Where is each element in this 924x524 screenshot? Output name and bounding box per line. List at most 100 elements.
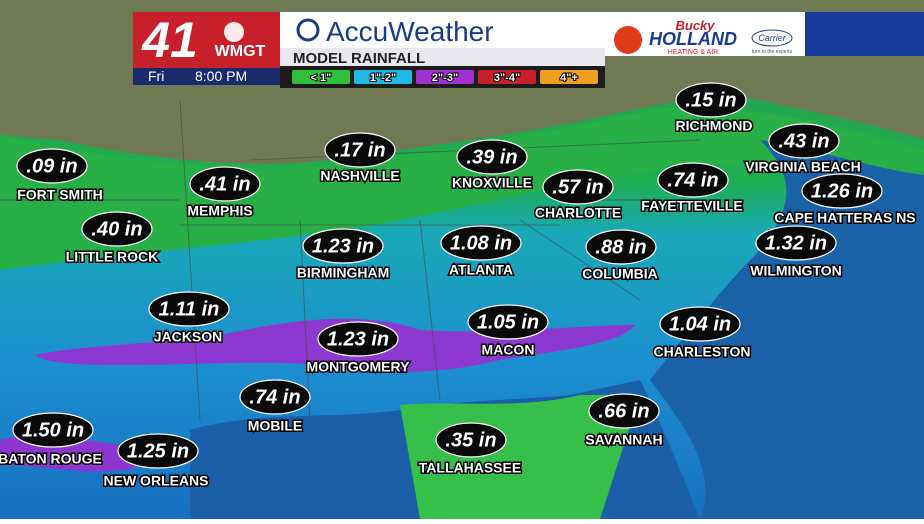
city-name: SAVANNAH: [585, 432, 662, 448]
rain-amount: .39 in: [466, 146, 517, 168]
amount-bubble: [324, 132, 396, 168]
city-name: WILMINGTON: [750, 263, 842, 279]
city-name: MOBILE: [248, 418, 302, 434]
subtitle: MODEL RAINFALL: [293, 50, 425, 67]
city-name: LITTLE ROCK: [66, 249, 159, 265]
rain-amount: 1.23 in: [312, 235, 374, 257]
amount-bubble: [542, 169, 614, 205]
atlantic-ocean: [650, 140, 924, 519]
sponsor-script: Bucky: [675, 18, 715, 33]
rain-amount: .57 in: [552, 176, 603, 198]
rain-amount: 1.05 in: [477, 311, 539, 333]
legend-chip: [540, 70, 598, 84]
station-name: WMGT: [215, 43, 266, 60]
rain-amount: .40 in: [91, 218, 142, 240]
partner-logo: [751, 29, 793, 47]
city-name: NASHVILLE: [320, 168, 399, 184]
legend-chip: [416, 70, 474, 84]
amount-bubble: [12, 412, 94, 448]
amount-bubble: [302, 228, 384, 264]
amount-bubble: [189, 166, 261, 202]
legend: < 1" 1"-2" 2"-3" 3"-4" 4"+: [292, 70, 598, 85]
amount-bubble: [317, 321, 399, 357]
amount-bubble: [81, 211, 153, 247]
city-markers: .09 in FORT SMITH .40 in LITTLE ROCK .41 in M…: [0, 82, 917, 490]
amount-bubble: [585, 229, 657, 265]
rain-amount: .15 in: [685, 89, 736, 111]
rain-amount: .17 in: [334, 139, 385, 161]
amount-bubble: [467, 304, 549, 340]
header: 41 WMGT Fri 8:00 PM AccuWeather MODEL RA…: [133, 12, 924, 88]
rain-amount: .43 in: [778, 130, 829, 152]
brand: AccuWeather: [326, 16, 494, 47]
amount-bubble: [801, 173, 883, 209]
rain-amount: 1.11 in: [159, 298, 220, 320]
legend-label: < 1": [311, 72, 332, 84]
city-name: CHARLOTTE: [535, 205, 621, 221]
amount-bubble: [440, 225, 522, 261]
city-name: CAPE HATTERAS NS: [774, 210, 915, 226]
sponsor-bar: [805, 12, 924, 56]
rain-amount: 1.08 in: [450, 232, 512, 254]
legend-label: 4"+: [560, 72, 578, 84]
city-name: CHARLESTON: [654, 344, 751, 360]
tagline: turn to the experts: [752, 49, 793, 55]
city-name: MACON: [482, 342, 535, 358]
city-name: NEW ORLEANS: [104, 473, 209, 489]
rain-amount: .88 in: [595, 236, 646, 258]
rain-amount: 1.23 in: [327, 328, 389, 350]
rain-amount: .35 in: [445, 429, 496, 451]
amount-bubble: [659, 306, 741, 342]
legend-chip: [354, 70, 412, 84]
amount-bubble: [16, 148, 88, 184]
amount-bubble: [588, 393, 660, 429]
city-name: RICHMOND: [676, 118, 753, 134]
amount-bubble: [148, 291, 230, 327]
amount-bubble: [657, 162, 729, 198]
legend-chip: [292, 70, 350, 84]
amount-bubble: [675, 82, 747, 118]
rain-amount: .09 in: [26, 155, 77, 177]
city-name: KNOXVILLE: [452, 175, 532, 191]
city-name: FORT SMITH: [17, 187, 103, 203]
brand-box: [280, 12, 605, 48]
amount-bubble: [117, 433, 199, 469]
rain-amount: .74 in: [667, 169, 718, 191]
channel-box: [133, 12, 280, 68]
day: Fri: [148, 68, 164, 84]
sponsor-name: HOLLAND: [649, 29, 737, 49]
subtitle-bar: [280, 48, 605, 66]
rain-amount: 1.50 in: [22, 419, 84, 441]
rain-amount: 1.04 in: [669, 313, 731, 335]
sponsor-service: HEATING & AIR: [668, 49, 718, 56]
city-name: MEMPHIS: [187, 203, 252, 219]
city-name: MONTGOMERY: [307, 359, 411, 375]
partner: Carrier: [758, 33, 787, 43]
rain-amount: 1.32 in: [765, 232, 827, 254]
city-name: ATLANTA: [449, 262, 513, 278]
city-name: TALLAHASSEE: [419, 460, 521, 476]
amount-bubble: [435, 422, 507, 458]
city-name: COLUMBIA: [582, 266, 657, 282]
rain-amount: .74 in: [249, 386, 300, 408]
channel-number: 41: [141, 12, 198, 68]
city-name: BATON ROUGE: [0, 451, 102, 467]
light-rain-zone: [0, 106, 924, 271]
amount-bubble: [755, 225, 837, 261]
time-bar: [133, 68, 280, 85]
legend-label: 3"-4": [494, 72, 520, 84]
city-name: VIRGINIA BEACH: [745, 159, 860, 175]
legend-chip: [478, 70, 536, 84]
sponsor-logo: [614, 26, 642, 54]
legend-label: 2"-3": [432, 72, 458, 84]
amount-bubble: [456, 139, 528, 175]
rain-amount: 1.26 in: [811, 180, 873, 202]
rain-amount: 1.25 in: [127, 440, 189, 462]
city-name: JACKSON: [154, 329, 222, 345]
network-logo: [224, 22, 244, 42]
amount-bubble: [239, 379, 311, 415]
time: 8:00 PM: [195, 68, 247, 84]
amount-bubble: [768, 123, 840, 159]
legend-label: 1"-2": [370, 72, 396, 84]
